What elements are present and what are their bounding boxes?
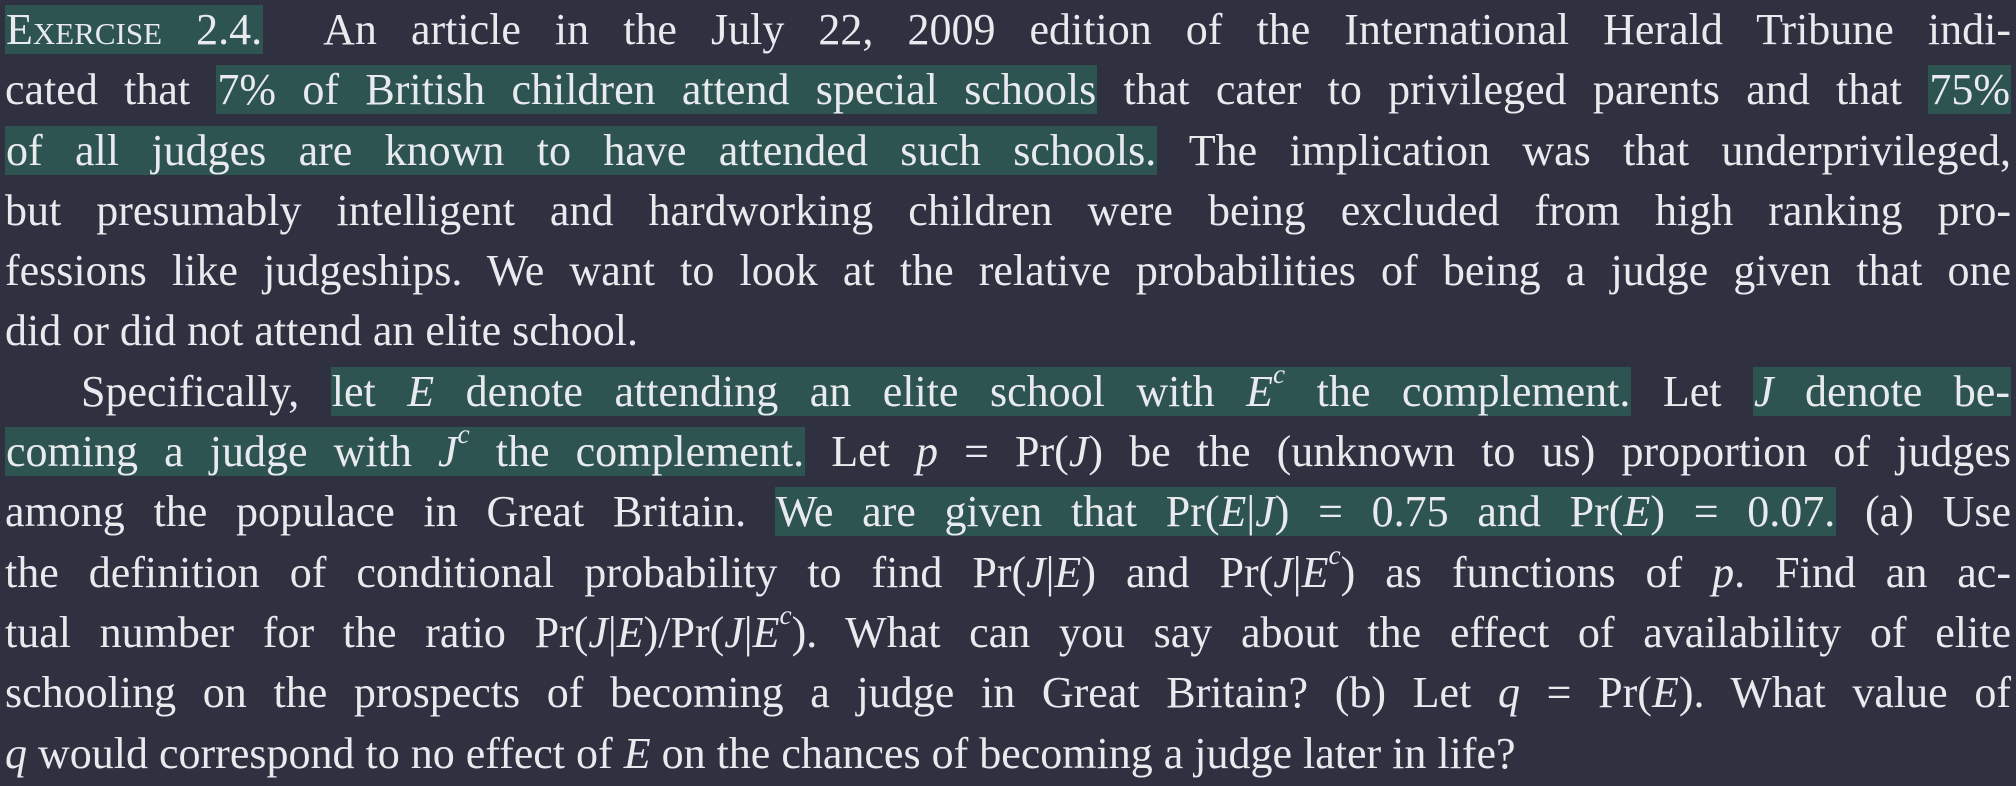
line-text: ) = 0.07. — [1650, 487, 1836, 537]
exercise-heading: Exercise 2.4. — [5, 5, 264, 54]
line-text: on the chances of becoming a judge later… — [650, 728, 1516, 778]
text-line-5: fessions like judgeships. We want to loo… — [5, 246, 2011, 296]
line-text: = Pr( — [937, 427, 1069, 477]
math-var: J — [588, 607, 608, 657]
highlight: let E denote attending an elite school w… — [330, 360, 1632, 416]
line-text: | — [1292, 547, 1302, 597]
math-var: E — [1219, 487, 1247, 537]
line-text: = Pr( — [1520, 668, 1652, 718]
math-var: J — [1255, 487, 1275, 537]
line-text: ). What can you say about the effect of … — [791, 607, 2011, 657]
text-line-9: among the populace in Great Britain. We … — [5, 482, 2011, 542]
math-var: q — [5, 728, 27, 778]
line-text: An article in the July 22, 2009 edition … — [323, 5, 2011, 54]
line-text: Let — [805, 427, 916, 477]
math-var: J — [1026, 547, 1046, 597]
text-line-6: did or did not attend an elite school. — [5, 306, 638, 356]
math-var: E — [1623, 487, 1651, 537]
line-text: coming a judge with — [6, 427, 438, 477]
line-text: (a) Use — [1836, 487, 2012, 537]
math-var: E — [616, 607, 644, 657]
highlight: 7% of British children attend special sc… — [216, 65, 1098, 115]
math-var: p — [1712, 547, 1735, 597]
line-text: We are given that Pr( — [775, 487, 1220, 537]
math-var: p — [915, 427, 938, 477]
text-line-11: tual number for the ratio Pr(J|E)/Pr(J|E… — [5, 599, 2011, 663]
line-text: | — [1045, 547, 1055, 597]
line-text: tual number for the ratio Pr( — [5, 607, 589, 657]
math-var: J — [437, 427, 458, 477]
text-line-2: cated that 7% of British children attend… — [5, 60, 2012, 120]
math-var: E — [623, 728, 651, 778]
line-text: | — [1246, 487, 1256, 537]
superscript: c — [779, 599, 792, 630]
math-var: E — [1246, 366, 1273, 416]
line-text: denote be- — [1773, 366, 2010, 416]
line-text: that cater to privileged parents and tha… — [1097, 65, 1929, 115]
highlight: coming a judge with Jc the complement. — [5, 420, 806, 477]
line-text: ) and Pr( — [1081, 547, 1274, 597]
line-text: | — [743, 607, 753, 657]
math-var: E — [1054, 547, 1082, 597]
line-text: ). What value of — [1678, 668, 2011, 718]
line-text: Let — [1631, 366, 1753, 416]
text-line-13: q would correspond to no effect of E on … — [5, 724, 2011, 784]
math-var: E — [1651, 668, 1679, 718]
math-var: E — [1301, 547, 1329, 597]
line-text: The implication was that underprivileged… — [1157, 125, 2011, 175]
math-var: J — [1273, 547, 1293, 597]
math-var: J — [1068, 427, 1089, 477]
math-var: q — [1498, 668, 1520, 718]
line-text: schooling on the prospects of becoming a… — [5, 668, 1498, 718]
line-text: let — [331, 366, 408, 416]
math-var: E — [407, 366, 435, 416]
line-text: the complement. — [1285, 366, 1631, 416]
line-text: | — [607, 607, 617, 657]
line-text: among the populace in Great Britain. — [5, 487, 775, 537]
math-var: J — [724, 607, 744, 657]
line-text: )/Pr( — [643, 607, 725, 657]
line-text: Specifically, — [81, 366, 331, 416]
highlight: J denote be- — [1752, 366, 2011, 416]
math-var: J — [1753, 366, 1774, 416]
line-text: ) = 0.75 and Pr( — [1274, 487, 1624, 537]
line-text: ) be the (unknown to us) proportion of j… — [1088, 427, 2011, 477]
line-text: the complement. — [469, 427, 805, 477]
highlight: We are given that Pr(E|J) = 0.75 and Pr(… — [774, 487, 1837, 537]
superscript: c — [1272, 358, 1286, 389]
line-text: would correspond to no effect of — [27, 728, 624, 778]
line-text: cated that — [5, 65, 217, 115]
highlight: of all judges are known to have attended… — [5, 125, 1158, 175]
line-text: ) as functions of — [1340, 547, 1713, 597]
line-text: . Find an ac- — [1734, 547, 2011, 597]
text-line-8: coming a judge with Jc the complement. L… — [5, 420, 2011, 482]
line-text: denote attending an elite school with — [434, 366, 1247, 416]
math-var: E — [752, 607, 780, 657]
text-line-10: the definition of conditional probabilit… — [5, 541, 2011, 603]
text-line-3: of all judges are known to have attended… — [5, 121, 2011, 181]
text-line-7: Specifically, let E denote attending an … — [5, 360, 2011, 422]
text-line-12: schooling on the prospects of becoming a… — [5, 663, 2011, 723]
line-text: the definition of conditional probabilit… — [5, 547, 1027, 597]
superscript: c — [1328, 539, 1341, 570]
highlight: 75% — [1928, 65, 2012, 115]
text-line-1: Exercise 2.4. An article in the July 22, … — [5, 0, 2011, 60]
text-line-4: but presumably intelligent and hardworki… — [5, 185, 2011, 235]
superscript: c — [457, 418, 470, 449]
